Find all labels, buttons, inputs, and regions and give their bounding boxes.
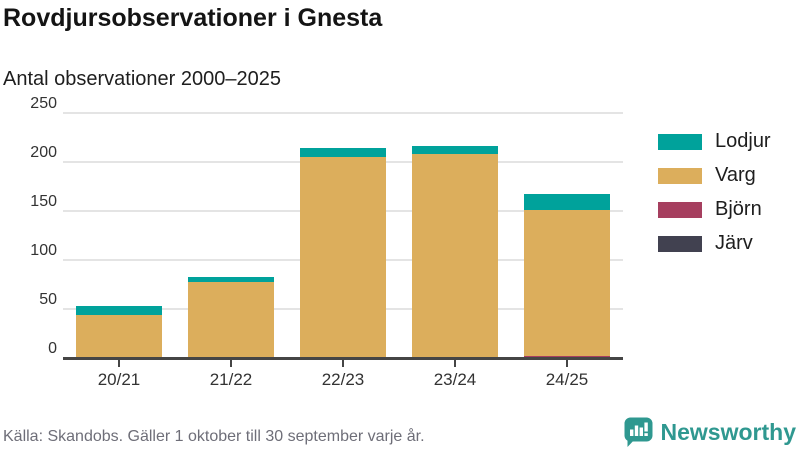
bar-slot-22/23 [287,113,399,358]
x-tick-22/23 [342,360,344,367]
legend-swatch-varg [658,167,702,184]
bar-segment-varg-20/21[interactable] [76,314,162,358]
bar-segment-varg-24/25[interactable] [524,210,610,357]
plot-area [63,112,623,367]
bar-slot-20/21 [63,113,175,358]
bar-segment-lodjur-21/22[interactable] [188,276,274,282]
newsworthy-icon [624,417,653,447]
x-tick-23/24 [454,360,456,367]
legend-swatch-järv [658,235,702,252]
y-tick-label-50: 50 [39,291,57,308]
x-axis-label-22/23: 22/23 [321,370,365,389]
legend-label-varg: Varg [715,164,756,186]
y-tick-label-0: 0 [48,340,57,357]
legend-swatch-björn [658,201,702,218]
x-axis-line [63,357,623,360]
chart-subtitle: Antal observationer 2000–2025 [3,68,281,90]
y-tick-label-200: 200 [30,144,57,161]
bar-segment-varg-22/23[interactable] [300,157,386,358]
legend-item-varg[interactable]: Varg [658,164,771,187]
y-tick-label-250: 250 [30,95,57,112]
legend-label-järv: Järv [715,232,753,254]
x-axis-label-20/21: 20/21 [97,370,141,389]
bar-segment-varg-21/22[interactable] [188,281,274,358]
legend-item-björn[interactable]: Björn [658,198,771,221]
y-axis: 0 50 100 150 200 250 [0,95,57,358]
x-tick-21/22 [230,360,232,367]
stacked-bar-21/22[interactable] [188,276,274,358]
chart-title: Rovdjursobservationer i Gnesta [3,4,383,32]
legend-item-järv[interactable]: Järv [658,232,771,255]
bar-segment-lodjur-24/25[interactable] [524,194,610,211]
bar-slot-24/25 [511,113,623,358]
y-tick-label-100: 100 [30,242,57,259]
x-axis-label-21/22: 21/22 [209,370,253,389]
y-tick-label-150: 150 [30,193,57,210]
gridline-250 [63,112,623,114]
newsworthy-wordmark: Newsworthy [660,418,796,445]
legend-label-björn: Björn [715,198,762,220]
bar-slot-21/22 [175,113,287,358]
legend-swatch-lodjur [658,133,702,150]
x-axis-label-23/24: 23/24 [433,370,477,389]
x-tick-20/21 [118,360,120,367]
legend-item-lodjur[interactable]: Lodjur [658,130,771,153]
stacked-bar-24/25[interactable] [524,194,610,358]
bar-slot-23/24 [399,113,511,358]
stacked-bar-22/23[interactable] [300,148,386,358]
x-tick-24/25 [566,360,568,367]
newsworthy-logo: Newsworthy [623,416,796,448]
source-note: Källa: Skandobs. Gäller 1 oktober till 3… [3,428,425,445]
bar-segment-lodjur-22/23[interactable] [300,148,386,158]
bar-segment-varg-23/24[interactable] [412,154,498,358]
stacked-bar-23/24[interactable] [412,146,498,358]
x-axis-label-24/25: 24/25 [545,370,589,389]
bar-segment-lodjur-20/21[interactable] [76,306,162,315]
bar-segment-lodjur-23/24[interactable] [412,146,498,155]
legend-label-lodjur: Lodjur [715,130,771,152]
bars-layer [63,113,623,358]
legend: Lodjur Varg Björn Järv [658,130,771,266]
stacked-bar-20/21[interactable] [76,306,162,358]
x-axis-labels: 20/21 21/22 22/23 23/24 24/25 [63,370,623,390]
